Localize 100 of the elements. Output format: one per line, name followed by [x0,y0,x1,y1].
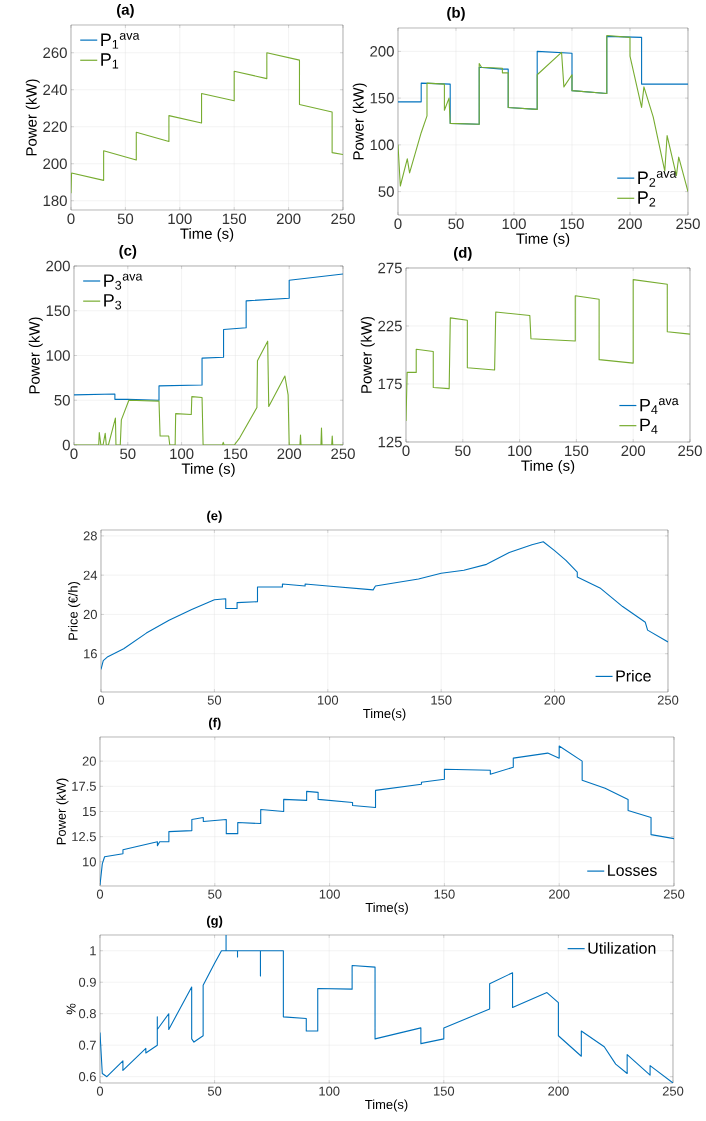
chart-title: (e) [207,510,222,523]
x-tick-label: 200 [276,213,301,225]
y-axis-title: Power (kW) [56,778,69,845]
y-tick-label: 150 [370,92,394,104]
x-tick-label: 100 [170,448,194,460]
chart-title: (f) [209,717,221,730]
y-tick-label: 0.7 [79,1040,96,1050]
x-tick-label: 150 [565,445,589,457]
y-tick-label: 200 [46,260,70,272]
x-tick-label: 50 [117,213,134,225]
x-axis-title: Time (s) [181,462,235,477]
y-tick-label: 12.5 [72,832,97,842]
y-tick-label: 10 [83,857,97,867]
x-tick-label: 50 [207,695,222,705]
chart-title: (b) [447,6,465,21]
legend-label: Utilization [588,942,656,954]
y-tick-label: 100 [370,139,394,151]
x-tick-label: 250 [676,218,700,230]
x-tick-label: 150 [222,213,247,225]
x-tick-label: 100 [168,213,192,225]
legend-label: P$_{3}$ava [104,273,143,290]
x-axis-title: Time(s) [365,1099,408,1112]
line-series [74,273,344,401]
y-tick-label: 50 [378,186,394,197]
line-series [71,52,344,194]
x-axis-title: Time(s) [365,902,409,915]
x-tick-label: 50 [208,1086,222,1096]
y-tick-label: 17.5 [72,781,97,791]
y-tick-label: 125 [378,436,402,448]
y-axis-title: Power (kW) [360,316,375,393]
x-tick-label: 0 [402,445,410,457]
x-axis-title: Time(s) [363,708,406,721]
legend-label: P$_{1}$ava [101,32,140,49]
y-tick-label: 175 [378,378,402,390]
x-tick-label: 100 [508,445,532,457]
y-tick-label: 260 [43,47,67,59]
line-series [100,934,674,1083]
x-tick-label: 150 [434,889,455,899]
x-axis-title: Time (s) [521,459,575,474]
x-tick-label: 50 [120,448,136,460]
y-tick-label: 1 [90,946,96,956]
y-tick-label: 100 [46,350,70,361]
x-tick-label: 150 [434,1086,455,1096]
x-tick-label: 200 [549,889,570,899]
legend-label: P$_{2}$ava [638,170,677,187]
y-tick-label: 20 [82,756,97,766]
x-tick-label: 250 [678,445,702,457]
x-tick-label: 200 [621,445,646,457]
y-tick-label: 225 [378,320,402,332]
legend-label: P$_{3}$ [104,294,122,310]
legend-label: P$_{4}$ [640,418,658,434]
x-tick-label: 0 [98,695,105,705]
y-tick-label: 275 [378,262,402,274]
legend-label: P$_{2}$ [638,191,656,207]
legend-label: Losses [608,864,657,876]
y-tick-label: 0.9 [79,977,96,987]
x-tick-label: 100 [502,218,526,230]
y-tick-label: 150 [46,305,70,317]
y-axis-title: Power (kW) [352,83,367,160]
y-tick-label: 200 [370,46,394,57]
y-tick-label: 0.6 [79,1072,97,1082]
x-tick-label: 150 [560,218,584,230]
y-tick-label: 0.8 [79,1009,97,1019]
legend-label: P$_{1}$ [101,53,119,69]
x-tick-label: 150 [431,695,452,705]
chart-title: (a) [117,3,134,18]
x-tick-label: 200 [548,1086,569,1096]
x-tick-label: 250 [662,1086,684,1096]
y-tick-label: 240 [43,84,67,96]
y-tick-label: 200 [43,158,67,170]
x-tick-label: 250 [331,213,355,225]
y-axis-title: % [66,1003,76,1015]
y-axis-title: Price (€/h) [68,581,81,640]
x-tick-label: 50 [208,889,222,899]
y-tick-label: 220 [43,121,67,133]
x-tick-label: 200 [544,695,566,705]
line-series [74,340,344,445]
y-tick-label: 15 [83,806,97,817]
x-tick-label: 100 [319,889,341,899]
x-tick-label: 50 [455,445,471,457]
line-series [101,541,669,670]
legend-label: Price [616,669,651,682]
x-tick-label: 50 [448,218,464,230]
line-series [398,34,689,193]
x-tick-label: 200 [618,218,642,230]
x-axis-title: Time (s) [516,232,570,247]
y-tick-label: 180 [43,195,67,207]
legend-label: P$_{4}$ava [640,398,679,414]
x-tick-label: 100 [318,695,339,705]
y-tick-label: 50 [54,394,70,406]
chart-title: (g) [207,915,223,928]
line-series [100,745,675,886]
chart-title: (d) [454,246,472,261]
x-tick-label: 100 [319,1086,340,1096]
x-tick-label: 200 [277,448,302,460]
x-axis-title: Time (s) [180,227,234,242]
x-tick-label: 250 [331,448,355,460]
chart-title: (c) [119,244,137,259]
x-tick-label: 150 [224,448,248,460]
y-tick-label: 24 [83,570,98,580]
